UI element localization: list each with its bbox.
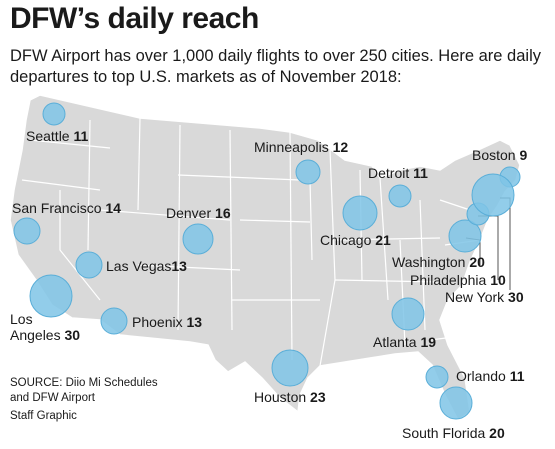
bubble-minneapolis [295,159,321,185]
label-san-francisco: San Francisco 14 [12,200,121,216]
label-los-angeles-line2: Angeles 30 [10,327,81,343]
bubble-chicago [342,195,378,231]
state-borders [21,117,481,367]
bubble-houston [271,349,309,387]
bubble-washington [448,219,482,253]
source-line-1: SOURCE: Diio Mi Schedules [10,377,158,389]
label-minneapolis: Minneapolis 12 [254,139,349,155]
bubble-seattle [42,102,66,126]
label-seattle: Seattle 11 [26,128,89,144]
label-south-florida: South Florida 20 [402,425,505,441]
label-las-vegas: Las Vegas13 [106,258,187,274]
label-houston: Houston 23 [254,389,326,405]
label-orlando: Orlando 11 [456,368,525,384]
source-note: SOURCE: Diio Mi Schedules and DFW Airpor… [10,376,158,406]
label-detroit: Detroit 11 [368,165,428,181]
bubble-atlanta [391,297,425,331]
label-denver: Denver 16 [166,205,231,221]
bubble-south-florida [439,386,473,420]
bubble-las-vegas [75,251,103,279]
label-chicago: Chicago 21 [320,232,391,248]
page-title: DFW’s daily reach [10,2,259,35]
label-new-york: New York 30 [445,289,524,305]
page-subtitle: DFW Airport has over 1,000 daily flights… [10,47,541,86]
bubble-phoenix [100,307,128,335]
source-line-2: and DFW Airport [10,392,95,404]
label-atlanta: Atlanta 19 [373,334,437,350]
bubble-detroit [388,184,412,208]
city-bubbles [13,102,521,420]
label-washington: Washington 20 [392,254,485,270]
bubble-san-francisco [13,217,41,245]
bubble-denver [182,223,214,255]
credit-note: Staff Graphic [10,410,77,422]
label-phoenix: Phoenix 13 [132,314,203,330]
label-philadelphia: Philadelphia 10 [410,272,506,288]
label-los-angeles-line1: Los [10,311,33,327]
label-boston: Boston 9 [472,147,528,163]
bubble-new-york [471,173,515,217]
bubble-orlando [425,365,449,389]
bubble-los-angeles [29,274,73,318]
